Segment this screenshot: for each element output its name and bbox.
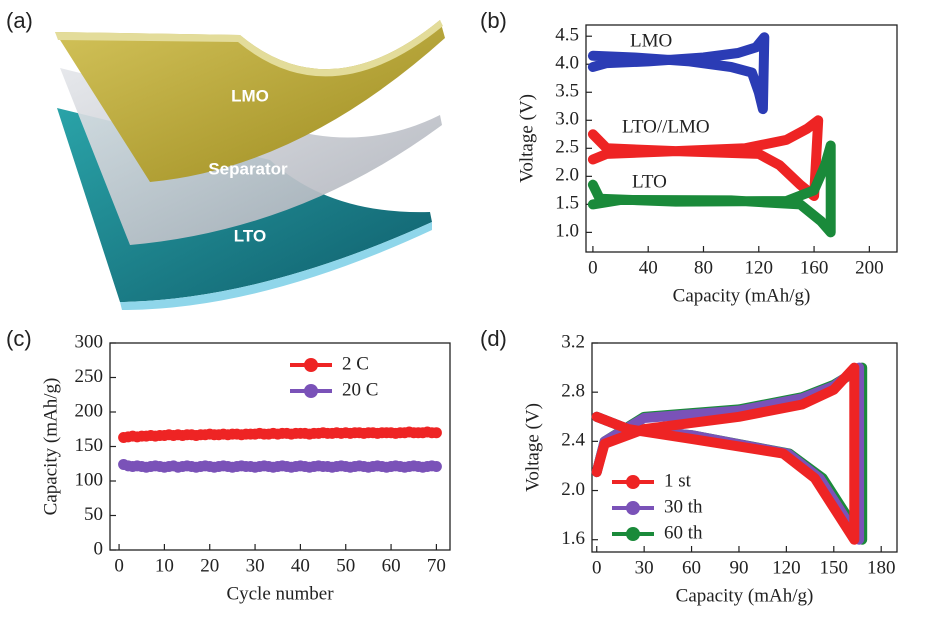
layer-label: Separator xyxy=(208,159,288,178)
legend-label: 2 C xyxy=(342,353,369,374)
y-tick-label: 1.5 xyxy=(555,193,579,214)
y-tick-label: 2.5 xyxy=(555,137,579,158)
panel-label: (b) xyxy=(480,8,507,33)
x-axis-title: Cycle number xyxy=(226,583,334,604)
x-tick-label: 60 xyxy=(682,557,701,578)
y-tick-label: 3.2 xyxy=(561,331,585,352)
series-line xyxy=(593,146,831,233)
y-tick-label: 2.4 xyxy=(561,430,585,451)
legend-label: 20 C xyxy=(342,379,378,400)
x-tick-label: 0 xyxy=(114,555,124,576)
legend-label: 30 th xyxy=(664,496,703,517)
y-tick-label: 150 xyxy=(75,435,104,456)
y-tick-label: 3.5 xyxy=(555,81,579,102)
x-tick-label: 40 xyxy=(291,555,310,576)
panel-label: (c) xyxy=(6,326,32,351)
legend-marker xyxy=(304,358,318,372)
x-tick-label: 40 xyxy=(639,257,658,278)
x-tick-label: 90 xyxy=(729,557,748,578)
plot-frame xyxy=(110,343,450,550)
legend-label: 1 st xyxy=(664,470,692,491)
x-tick-label: 10 xyxy=(155,555,174,576)
series-line xyxy=(593,37,764,109)
x-tick-label: 50 xyxy=(336,555,355,576)
chart-panel: (d) 0 30 60 90 120 150 180 1.6 2.0 2.4 2.8 3.2 Capaci… xyxy=(480,326,897,607)
series-label: LTO xyxy=(632,171,667,192)
series-label: LTO//LMO xyxy=(622,116,710,137)
y-tick-label: 4.5 xyxy=(555,25,579,46)
y-tick-label: 4.0 xyxy=(555,53,579,74)
layer-label: LTO xyxy=(234,226,266,245)
series-label: LMO xyxy=(630,30,672,51)
x-tick-label: 160 xyxy=(800,257,829,278)
x-tick-label: 30 xyxy=(635,557,654,578)
y-tick-label: 300 xyxy=(75,331,104,352)
x-tick-label: 200 xyxy=(855,257,884,278)
legend-marker xyxy=(304,384,318,398)
y-tick-label: 0 xyxy=(94,538,104,559)
x-tick-label: 70 xyxy=(427,555,446,576)
y-tick-label: 250 xyxy=(75,366,104,387)
y-axis-title: Voltage (V) xyxy=(522,403,543,492)
x-tick-label: 20 xyxy=(200,555,219,576)
data-point xyxy=(431,461,442,472)
y-tick-label: 200 xyxy=(75,400,104,421)
chart-panel: (b) 0 40 80 120 160 200 1.0 1.5 2.0 2.5 3.0 3.5 4.0 4.… xyxy=(480,8,897,307)
x-tick-label: 150 xyxy=(820,557,849,578)
y-tick-label: 1.0 xyxy=(555,221,579,242)
page: {"figure_a": {"label": "(a)", "layers": … xyxy=(0,0,947,626)
x-tick-label: 180 xyxy=(867,557,896,578)
x-tick-label: 80 xyxy=(694,257,713,278)
legend-label: 60 th xyxy=(664,522,703,543)
figure: (a) LMO Separator LTO (b)040801201602001… xyxy=(0,0,947,626)
legend-marker xyxy=(626,475,640,489)
y-tick-label: 50 xyxy=(84,504,103,525)
x-tick-label: 0 xyxy=(592,557,602,578)
layer-label: LMO xyxy=(231,86,269,105)
y-axis-title: Capacity (mAh/g) xyxy=(40,378,61,516)
y-tick-label: 1.6 xyxy=(561,528,585,549)
legend-marker xyxy=(626,527,640,541)
x-tick-label: 30 xyxy=(246,555,265,576)
x-tick-label: 0 xyxy=(588,257,598,278)
y-tick-label: 2.8 xyxy=(561,381,585,402)
x-axis-title: Capacity (mAh/g) xyxy=(676,585,814,606)
x-tick-label: 60 xyxy=(382,555,401,576)
panel-label: (a) xyxy=(6,8,33,33)
x-tick-label: 120 xyxy=(772,557,801,578)
y-tick-label: 2.0 xyxy=(555,165,579,186)
x-axis-title: Capacity (mAh/g) xyxy=(673,285,811,306)
data-point xyxy=(431,427,442,438)
panel-label: (d) xyxy=(480,326,507,351)
panel-a: (a) LMO Separator LTO xyxy=(6,8,445,310)
y-tick-label: 3.0 xyxy=(555,109,579,130)
y-axis-title: Voltage (V) xyxy=(516,94,537,183)
legend-marker xyxy=(626,501,640,515)
chart-panel: (c) 0 10 20 30 40 50 60 70 0 50 100 150 200 250 300 Cycl… xyxy=(6,326,450,605)
y-tick-label: 100 xyxy=(75,469,104,490)
x-tick-label: 120 xyxy=(745,257,774,278)
y-tick-label: 2.0 xyxy=(561,479,585,500)
